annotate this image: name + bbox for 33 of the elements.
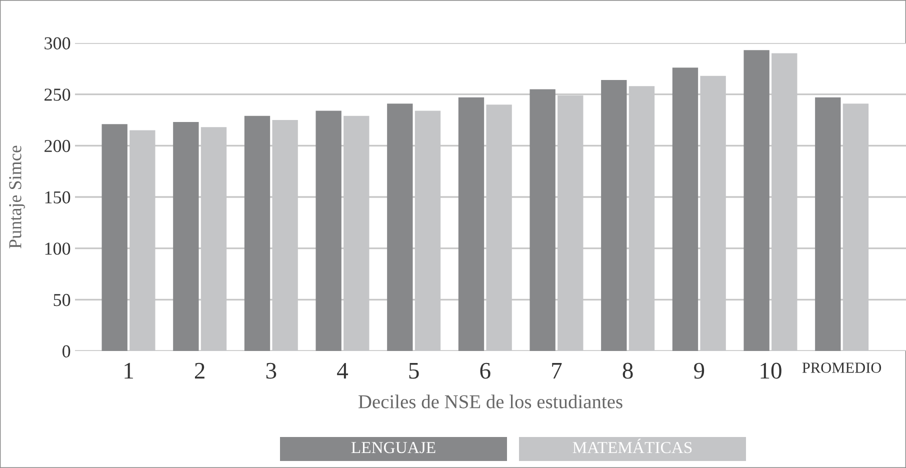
y-tick-label: 100 (45, 242, 70, 255)
y-tick-label: 150 (45, 191, 70, 204)
text: LENGUAJE (351, 442, 436, 454)
x-tick-label: 2 (194, 362, 204, 378)
bar (530, 89, 556, 351)
bar (672, 68, 698, 351)
y-tick-label: 250 (44, 88, 70, 101)
bar (244, 116, 270, 351)
x-tick-label: 3 (266, 362, 276, 379)
bar (316, 110, 342, 351)
bar (744, 50, 770, 351)
x-tick-label: PROMEDIO (802, 362, 882, 373)
x-tick-label: 10 (760, 362, 782, 379)
x-axis-title: Deciles de NSE de los estudiantes (358, 394, 622, 408)
text: MATEMÁTICAS (572, 438, 692, 454)
x-tick-label: 4 (337, 362, 348, 378)
y-axis-title: Puntaje Simce (9, 146, 25, 248)
bar (815, 97, 841, 351)
y-tick-label: 50 (54, 294, 70, 306)
y-tick-label: 300 (44, 37, 70, 50)
bar (601, 80, 627, 351)
x-tick-label: 6 (480, 362, 490, 379)
x-tick-label: 5 (409, 363, 419, 379)
bar (387, 104, 413, 351)
y-tick-label: 0 (62, 345, 70, 358)
y-tick-label: 200 (44, 140, 70, 152)
x-tick-label: 8 (622, 362, 633, 379)
x-tick-label: 9 (694, 362, 704, 379)
bar (102, 124, 128, 351)
bar (173, 122, 199, 351)
bar (458, 97, 484, 351)
x-tick-label: 7 (552, 363, 562, 378)
x-tick-label: 1 (124, 362, 133, 378)
